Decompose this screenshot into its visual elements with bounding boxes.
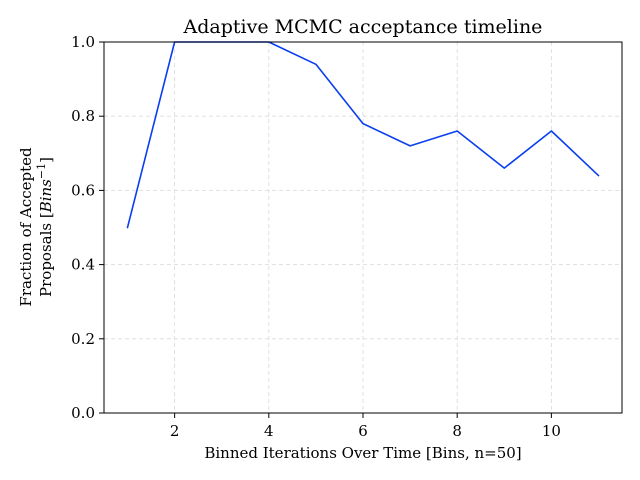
x-axis-label: Binned Iterations Over Time [Bins, n=50] [204,444,521,462]
y-axis-label-math: Bins [37,179,55,213]
y-tick-label: 0.8 [71,107,95,125]
chart-title: Adaptive MCMC acceptance timeline [183,16,543,38]
y-tick-label: 0.4 [71,256,95,274]
y-tick-label: 0.2 [71,330,95,348]
y-tick-label: 1.0 [71,33,95,51]
ticks: 2 4 6 8 10 0.0 0.2 0.4 0.6 0.8 1.0 [71,33,561,440]
y-tick-label: 0.0 [71,404,95,422]
grid [104,41,622,414]
x-tick-label: 2 [170,422,180,440]
y-tick-label: 0.6 [71,181,95,199]
y-axis-label-suffix: ] [37,157,55,163]
y-axis-label: Fraction of Accepted Proposals [Bins−1] [17,147,55,307]
y-axis-label-prefix: Proposals [ [37,212,55,297]
y-axis-label-line2: Proposals [Bins−1] [35,157,55,297]
x-tick-label: 10 [542,422,561,440]
y-axis-label-line1: Fraction of Accepted [17,147,35,307]
x-tick-label: 4 [264,422,274,440]
y-axis-label-exponent: −1 [35,163,48,179]
x-tick-label: 6 [358,422,368,440]
x-tick-label: 8 [452,422,462,440]
